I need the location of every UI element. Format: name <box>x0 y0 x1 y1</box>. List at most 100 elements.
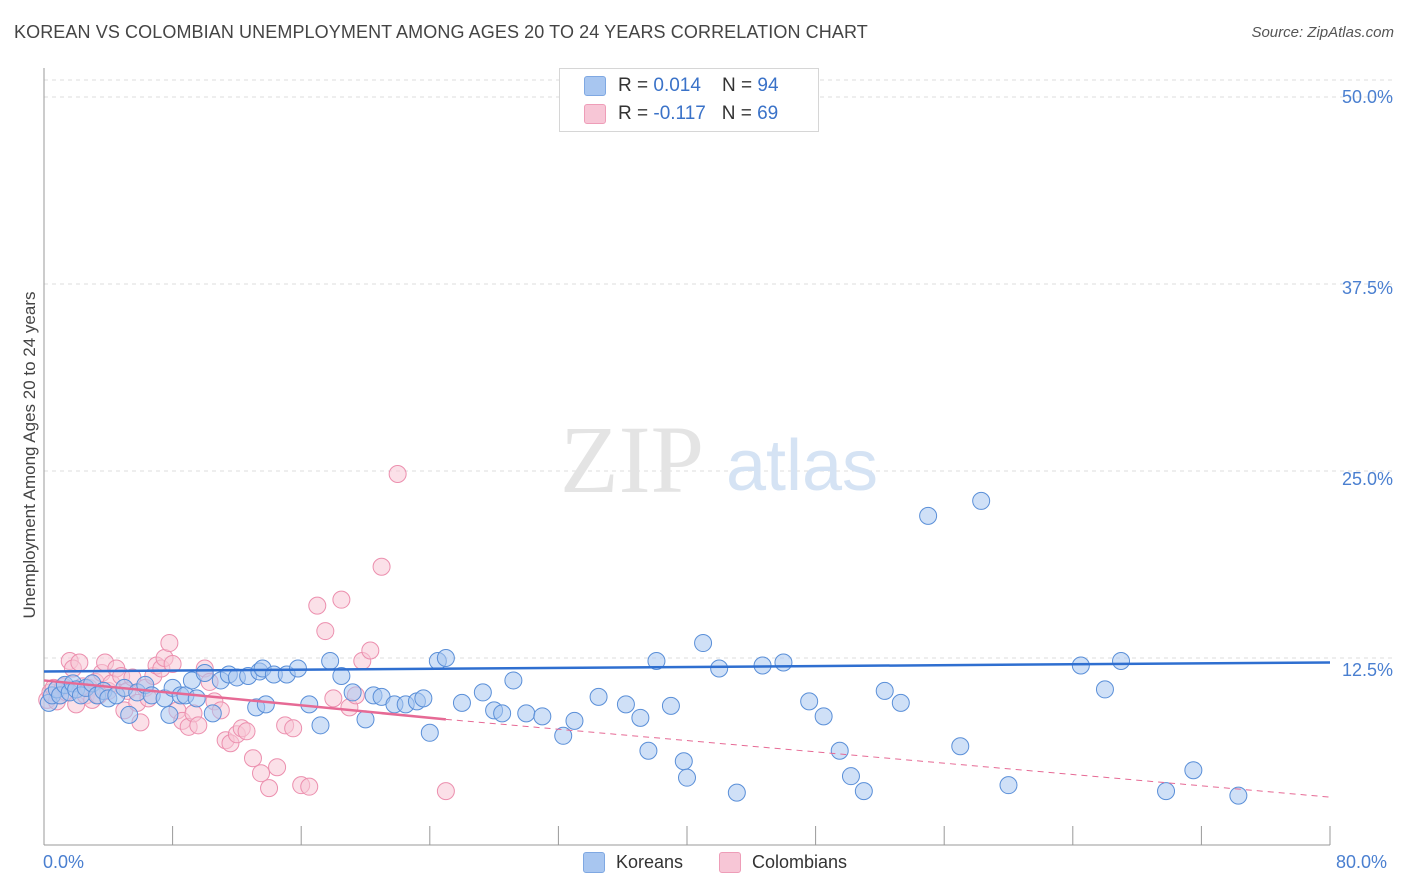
legend-row-colombians: R = -0.117 N = 69 <box>584 100 779 128</box>
colombians-r-label: R = <box>618 103 654 124</box>
colombians-n-label: N = <box>721 103 758 124</box>
korean-point <box>674 752 693 771</box>
y-tick-label: 12.5% <box>1341 660 1393 680</box>
korean-point <box>830 741 849 760</box>
colombian-point <box>268 758 287 777</box>
korean-point <box>999 776 1018 795</box>
korean-point <box>160 705 179 724</box>
colombian-point <box>300 777 319 796</box>
korean-point <box>203 704 222 723</box>
korean-point <box>420 723 439 742</box>
colombian-point <box>361 641 380 660</box>
korean-point <box>565 711 584 730</box>
colombians-r-value: -0.117 <box>653 103 706 124</box>
y-tick-label: 37.5% <box>1341 278 1393 298</box>
korean-point <box>854 782 873 801</box>
korean-point <box>436 649 455 667</box>
colombian-point <box>324 689 343 708</box>
colombian-point <box>163 654 182 673</box>
korean-point <box>661 696 680 715</box>
korean-point <box>774 653 793 672</box>
colombian-point <box>252 764 271 783</box>
korean-point <box>814 707 833 726</box>
koreans-legend-swatch <box>583 852 605 873</box>
korean-point <box>951 737 970 756</box>
colombian-point <box>388 464 407 483</box>
korean-point <box>678 768 696 787</box>
legend-item-koreans[interactable]: Koreans <box>583 852 683 873</box>
korean-point <box>517 704 536 723</box>
x-tick-label: 80.0% <box>1336 852 1388 872</box>
korean-point <box>891 693 910 712</box>
koreans-legend-label: Koreans <box>616 852 684 872</box>
korean-point <box>504 671 523 690</box>
gridlines <box>44 79 1392 659</box>
korean-point <box>533 707 552 726</box>
legend-item-colombians[interactable]: Colombians <box>719 852 847 873</box>
y-tick-label: 50.0% <box>1341 87 1393 107</box>
chart-title: KOREAN VS COLOMBIAN UNEMPLOYMENT AMONG A… <box>14 22 868 42</box>
korean-point <box>493 704 512 723</box>
koreans-trend-line <box>43 661 1331 673</box>
korean-point <box>554 726 573 745</box>
korean-point <box>639 741 658 760</box>
watermark-atlas: atlas <box>726 426 878 506</box>
colombians-trend-line <box>43 679 446 721</box>
korean-point <box>919 506 938 525</box>
colombian-point <box>316 622 335 641</box>
korean-point <box>256 695 275 714</box>
korean-point <box>332 666 351 685</box>
korean-point <box>473 683 492 702</box>
y-axis-title: Unemployment Among Ages 20 to 24 years <box>20 291 39 619</box>
koreans-r-value: 0.014 <box>653 75 701 96</box>
colombian-point <box>70 653 89 672</box>
korean-point <box>343 683 362 702</box>
korean-point <box>1112 651 1131 670</box>
correlation-legend: R = 0.014 N = 94 R = -0.117 N = 69 <box>559 68 819 132</box>
korean-point <box>727 783 746 802</box>
colombians-swatch <box>584 104 606 124</box>
colombians-points <box>38 464 455 801</box>
colombian-point <box>372 557 391 576</box>
korean-point <box>972 491 991 510</box>
y-tick-label: 25.0% <box>1341 469 1393 489</box>
korean-point <box>647 651 666 670</box>
korean-point <box>710 659 729 678</box>
colombian-point <box>237 722 256 741</box>
trend-lines <box>43 661 1331 798</box>
colombian-point <box>189 716 208 735</box>
colombian-point <box>436 782 455 801</box>
colombian-point <box>284 719 303 738</box>
korean-point <box>1095 680 1114 699</box>
koreans-n-value: 94 <box>757 75 779 96</box>
axes <box>43 68 1331 846</box>
korean-point <box>311 716 330 735</box>
x-tick-label: 0.0% <box>43 852 85 872</box>
korean-point <box>1157 782 1176 801</box>
korean-point <box>321 651 340 670</box>
korean-point <box>1184 761 1203 780</box>
korean-point <box>616 695 635 714</box>
source-label: Source: ZipAtlas.com <box>1251 24 1394 41</box>
korean-point <box>414 689 433 708</box>
koreans-swatch <box>584 76 606 96</box>
koreans-n-label: N = <box>722 75 758 96</box>
korean-point <box>1229 786 1248 805</box>
colombians-n-value: 69 <box>757 103 779 124</box>
colombians-legend-swatch <box>719 852 741 873</box>
colombian-point <box>332 590 351 609</box>
korean-point <box>195 663 214 682</box>
korean-point <box>841 767 860 786</box>
korean-point <box>800 692 819 711</box>
korean-point <box>589 687 608 706</box>
korean-point <box>187 689 206 708</box>
colombians-legend-label: Colombians <box>752 852 848 872</box>
korean-point <box>631 708 650 727</box>
colombians-trend-extension <box>445 718 1331 798</box>
colombian-point <box>308 596 327 615</box>
korean-point <box>452 693 471 712</box>
colombian-point <box>260 779 279 798</box>
colombian-point <box>243 749 262 768</box>
colombian-point <box>160 634 179 653</box>
